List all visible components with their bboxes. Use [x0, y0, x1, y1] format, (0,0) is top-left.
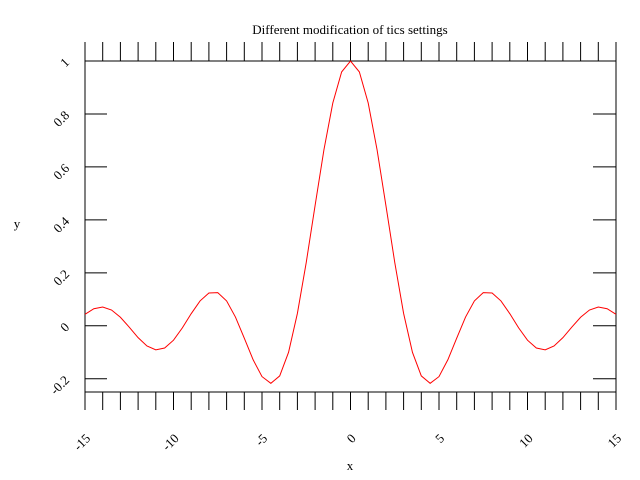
x-tick-label: 5: [432, 431, 447, 446]
x-tick-label: -15: [70, 431, 93, 454]
x-tick-label: 15: [604, 431, 624, 451]
y-axis-label: y: [14, 216, 21, 231]
y-tick-label: 0.6: [50, 160, 72, 182]
x-tick-label: 10: [516, 431, 536, 451]
y-tick-label: 0.8: [50, 108, 72, 130]
y-tick-label: 0.2: [50, 266, 72, 288]
line-series: [84, 60, 617, 384]
x-axis-label: x: [347, 458, 354, 473]
y-tick-label: -0.2: [47, 372, 72, 397]
x-tick-label: -10: [159, 431, 182, 454]
plot-frame: [84, 60, 617, 393]
chart-title: Different modification of tics settings: [252, 22, 447, 37]
x-tick-label: 0: [344, 431, 359, 446]
x-tick-label: -5: [252, 431, 270, 449]
y-tick-label: 0.4: [50, 213, 72, 235]
y-tick-label: 0: [57, 319, 72, 334]
y-tick-label: 1: [57, 55, 72, 70]
